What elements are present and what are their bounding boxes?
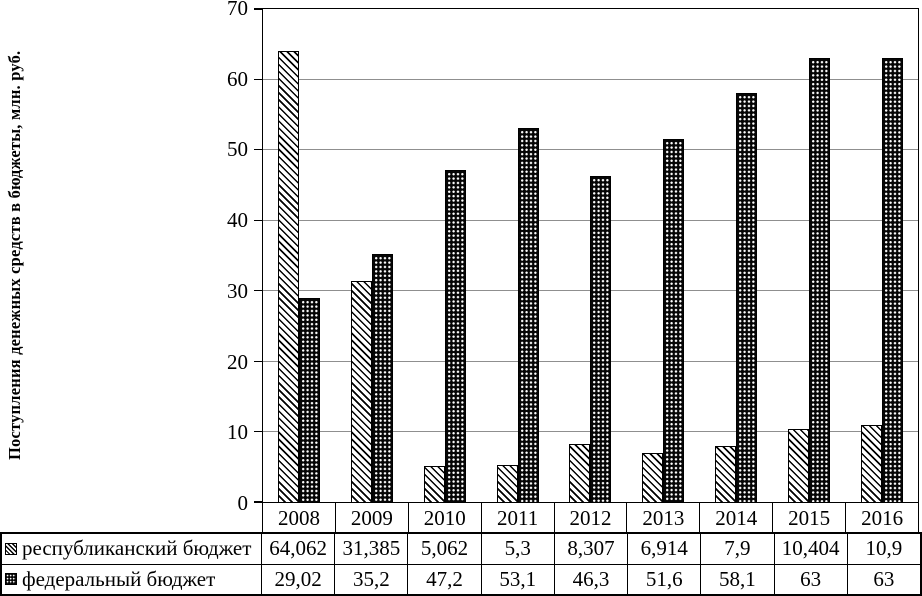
table-cell-value: 46,3: [553, 564, 627, 594]
y-axis-tick: [254, 8, 263, 10]
y-axis-tick-labels: 0 10 20 30 40 50 60 70: [0, 0, 248, 515]
x-axis-label-2009: 2009: [334, 503, 408, 532]
bar-республиканский-2010: [423, 466, 445, 502]
bar-республиканский-2013: [642, 453, 664, 502]
bar-республиканский-2009: [351, 280, 373, 502]
table-cell-value: 64,062: [269, 536, 327, 561]
plot-area: [254, 8, 919, 503]
y-axis-tick-label: 0: [237, 491, 249, 515]
table-cell-value: 63: [846, 564, 920, 594]
bar-федеральный-2013: [663, 138, 685, 502]
bar-республиканский-2008: [278, 50, 300, 502]
bar-федеральный-2012: [590, 175, 612, 502]
table-cell-value: 7,9: [700, 534, 773, 564]
bar-group-2008: [263, 9, 336, 502]
bar-республиканский-2012: [569, 443, 591, 502]
bar-федеральный-2010: [444, 169, 466, 502]
table-cell-value: 53,1: [480, 564, 554, 594]
bar-федеральный-2011: [517, 128, 539, 502]
table-cell-value: 5,062: [407, 534, 480, 564]
bar-федеральный-2009: [372, 254, 394, 502]
y-axis-tick: [254, 501, 263, 503]
gridline: [263, 78, 918, 80]
x-axis-category-row: 2008 2009 2010 2011 2012 2013 2014 2015 2016: [262, 503, 919, 532]
bar-федеральный-2016: [881, 58, 903, 502]
dot-grid-legend-icon: [5, 573, 17, 586]
table-cell-value: 47,2: [407, 564, 480, 594]
table-cell-value: 63: [773, 564, 847, 594]
y-axis-tick: [254, 219, 263, 221]
bar-group-2014: [700, 9, 773, 502]
x-axis-label-2010: 2010: [407, 503, 481, 532]
table-cell-value: 10,9: [846, 534, 920, 564]
bar-group-2010: [409, 9, 482, 502]
table-row-label: федеральный бюджет: [2, 564, 262, 594]
table-cell-value: 31,385: [334, 534, 407, 564]
y-axis-tick-label: 50: [227, 137, 248, 162]
table-cell-value: 5,3: [480, 534, 554, 564]
bar-group-2016: [845, 9, 918, 502]
data-table: республиканский бюджет 64,062 31,385 5,062 5…: [0, 532, 922, 596]
table-cell-value: 35,2: [334, 564, 407, 594]
y-axis-tick-label: 60: [227, 66, 248, 91]
y-axis-tick: [254, 430, 263, 433]
x-axis-label-2014: 2014: [699, 503, 772, 532]
bar-group-2015: [772, 9, 845, 502]
bar-республиканский-2015: [787, 428, 809, 502]
y-axis-tick: [254, 360, 263, 362]
bar-group-2013: [627, 9, 700, 502]
y-axis-tick: [254, 78, 263, 81]
table-cell-value: 29,02: [274, 566, 322, 591]
y-axis-tick-label: 10: [227, 420, 248, 445]
bar-республиканский-2016: [860, 425, 882, 502]
x-axis-label-2011: 2011: [480, 503, 554, 532]
bar-group-2012: [554, 9, 627, 502]
bar-федеральный-2008: [299, 297, 321, 502]
bar-республиканский-2011: [496, 464, 518, 502]
bar-федеральный-2014: [736, 92, 758, 502]
bar-group-2009: [336, 9, 409, 502]
legend-label-text: федеральный бюджет: [22, 566, 216, 591]
bar-федеральный-2015: [808, 58, 830, 502]
table-cell-value: 8,307: [553, 534, 627, 564]
y-axis-tick: [254, 149, 263, 151]
x-axis-label-2008: 2008: [262, 503, 335, 532]
y-axis-tick-label: 30: [227, 278, 248, 303]
x-axis-label-2013: 2013: [626, 503, 699, 532]
x-axis-label-2016: 2016: [845, 503, 918, 532]
table-row: федеральный бюджет 29,02 35,2 47,2 53,1 46,3 5…: [2, 564, 920, 594]
gridline: [263, 149, 918, 151]
table-row: республиканский бюджет 64,062 31,385 5,062 5…: [2, 534, 920, 565]
table-cell-value: 6,914: [627, 534, 700, 564]
x-axis-label-2015: 2015: [772, 503, 845, 532]
table-cell-value: 10,404: [773, 534, 847, 564]
y-axis-tick-label: 70: [227, 0, 248, 20]
bar-group-2011: [481, 9, 554, 502]
table-cell-value: 58,1: [700, 564, 773, 594]
y-axis-tick-label: 20: [227, 349, 248, 374]
x-axis-label-2012: 2012: [553, 503, 627, 532]
y-axis-tick: [254, 290, 263, 292]
diagonal-hatch-legend-icon: [5, 542, 17, 555]
legend-label-text: республиканский бюджет: [22, 536, 252, 561]
y-axis-tick-label: 40: [227, 208, 248, 233]
bar-республиканский-2014: [715, 446, 737, 502]
table-row-label: республиканский бюджет: [2, 534, 262, 564]
table-cell-value: 51,6: [627, 564, 700, 594]
